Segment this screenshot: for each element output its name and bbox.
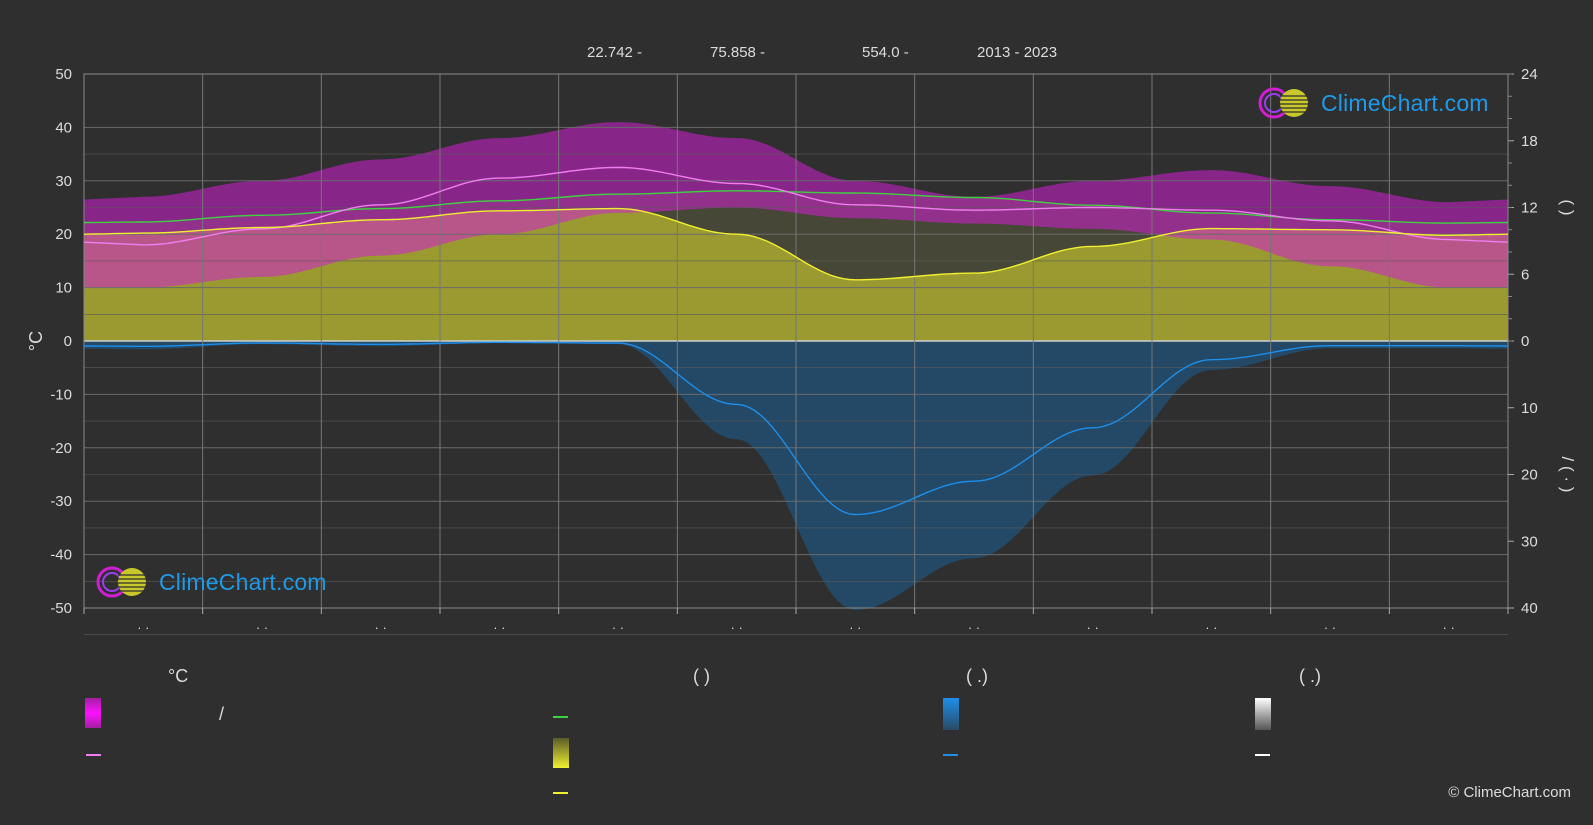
left-tick-label: -30	[50, 493, 72, 510]
temp-mean-line	[83, 166, 1509, 246]
month-tick-label: · ·	[1087, 620, 1099, 635]
month-tick-label: · ·	[375, 620, 387, 635]
right-tick-label: 30	[1521, 533, 1538, 550]
left-tick-label: 30	[55, 173, 72, 190]
left-tick-label: 0	[64, 333, 72, 350]
legend-temp-mean-line	[86, 754, 101, 756]
legend-snow-line	[1255, 754, 1270, 756]
logo-top[interactable]: ClimeChart.com	[1257, 86, 1489, 120]
left-axis-title: °C	[26, 331, 46, 351]
precipitation-line	[84, 341, 1508, 516]
year-range-label: 2013 - 2023	[977, 44, 1058, 61]
month-tick-label: · ·	[612, 620, 624, 635]
left-tick-label: -10	[50, 386, 72, 403]
right-tick-label: 12	[1521, 200, 1538, 217]
logo-bottom[interactable]: ClimeChart.com	[95, 565, 327, 599]
legend-sunshine-swatch	[553, 738, 569, 768]
left-tick-label: 50	[55, 66, 72, 83]
month-tick-label: · ·	[137, 620, 149, 635]
month-tick-label: · ·	[1205, 620, 1217, 635]
left-tick-label: 40	[55, 119, 72, 136]
legend-sun-title: ( )	[693, 666, 710, 686]
left-tick-label: 10	[55, 280, 72, 297]
left-tick-label: 20	[55, 226, 72, 243]
sunshine-line	[83, 207, 1509, 281]
legend-snow-swatch	[1255, 698, 1271, 730]
legend-rain-line	[943, 754, 958, 756]
climechart-logo-icon	[96, 566, 146, 598]
logo-text: ClimeChart.com	[159, 568, 327, 595]
right-tick-label: 18	[1521, 133, 1538, 150]
right-tick-label: 20	[1521, 467, 1538, 484]
right-axis-title-precip: / ( · )	[1558, 457, 1577, 493]
month-tick-label: · ·	[1443, 620, 1455, 635]
legend-daylight-line	[553, 716, 568, 718]
legend-temp-range-slash: /	[219, 704, 225, 724]
copyright: © ClimeChart.com	[1448, 784, 1571, 801]
right-tick-label: 6	[1521, 266, 1529, 283]
logo-text: ClimeChart.com	[1321, 89, 1489, 116]
left-tick-label: -40	[50, 547, 72, 564]
latitude-label: 22.742 -	[587, 44, 643, 61]
legend-rain-title: ( .)	[966, 666, 988, 686]
month-tick-label: · ·	[968, 620, 980, 635]
month-tick-label: · ·	[849, 620, 861, 635]
right-tick-label: 40	[1521, 600, 1538, 617]
legend-sunshine-line	[553, 792, 568, 794]
right-tick-label: 24	[1521, 66, 1538, 83]
axis-ticks: 50 40 30 20 10 0 -10 -20 -30 -40 -50 24 18 12 6 0 10 20 30…	[26, 66, 1577, 635]
elevation-label: 554.0 -	[862, 44, 909, 61]
right-tick-label: 10	[1521, 400, 1538, 417]
climechart-logo-icon	[1258, 87, 1308, 119]
month-tick-label: · ·	[256, 620, 268, 635]
longitude-label: 75.858 -	[710, 44, 766, 61]
left-tick-label: -20	[50, 440, 72, 457]
daylight-line	[84, 190, 1509, 224]
month-tick-label: · ·	[1324, 620, 1336, 635]
legend-temp-range-swatch	[85, 698, 101, 728]
series-lines	[83, 166, 1509, 516]
right-tick-label: 0	[1521, 333, 1529, 350]
left-tick-label: -50	[50, 600, 72, 617]
legend-temp-title: °C	[168, 666, 189, 686]
grid	[83, 73, 1509, 636]
legend-rain-swatch	[943, 698, 959, 730]
legend-snow-title: ( .)	[1299, 666, 1321, 686]
right-axis-title-hours: ( )	[1558, 199, 1577, 215]
month-tick-label: · ·	[493, 620, 505, 635]
month-tick-label: · ·	[731, 620, 743, 635]
